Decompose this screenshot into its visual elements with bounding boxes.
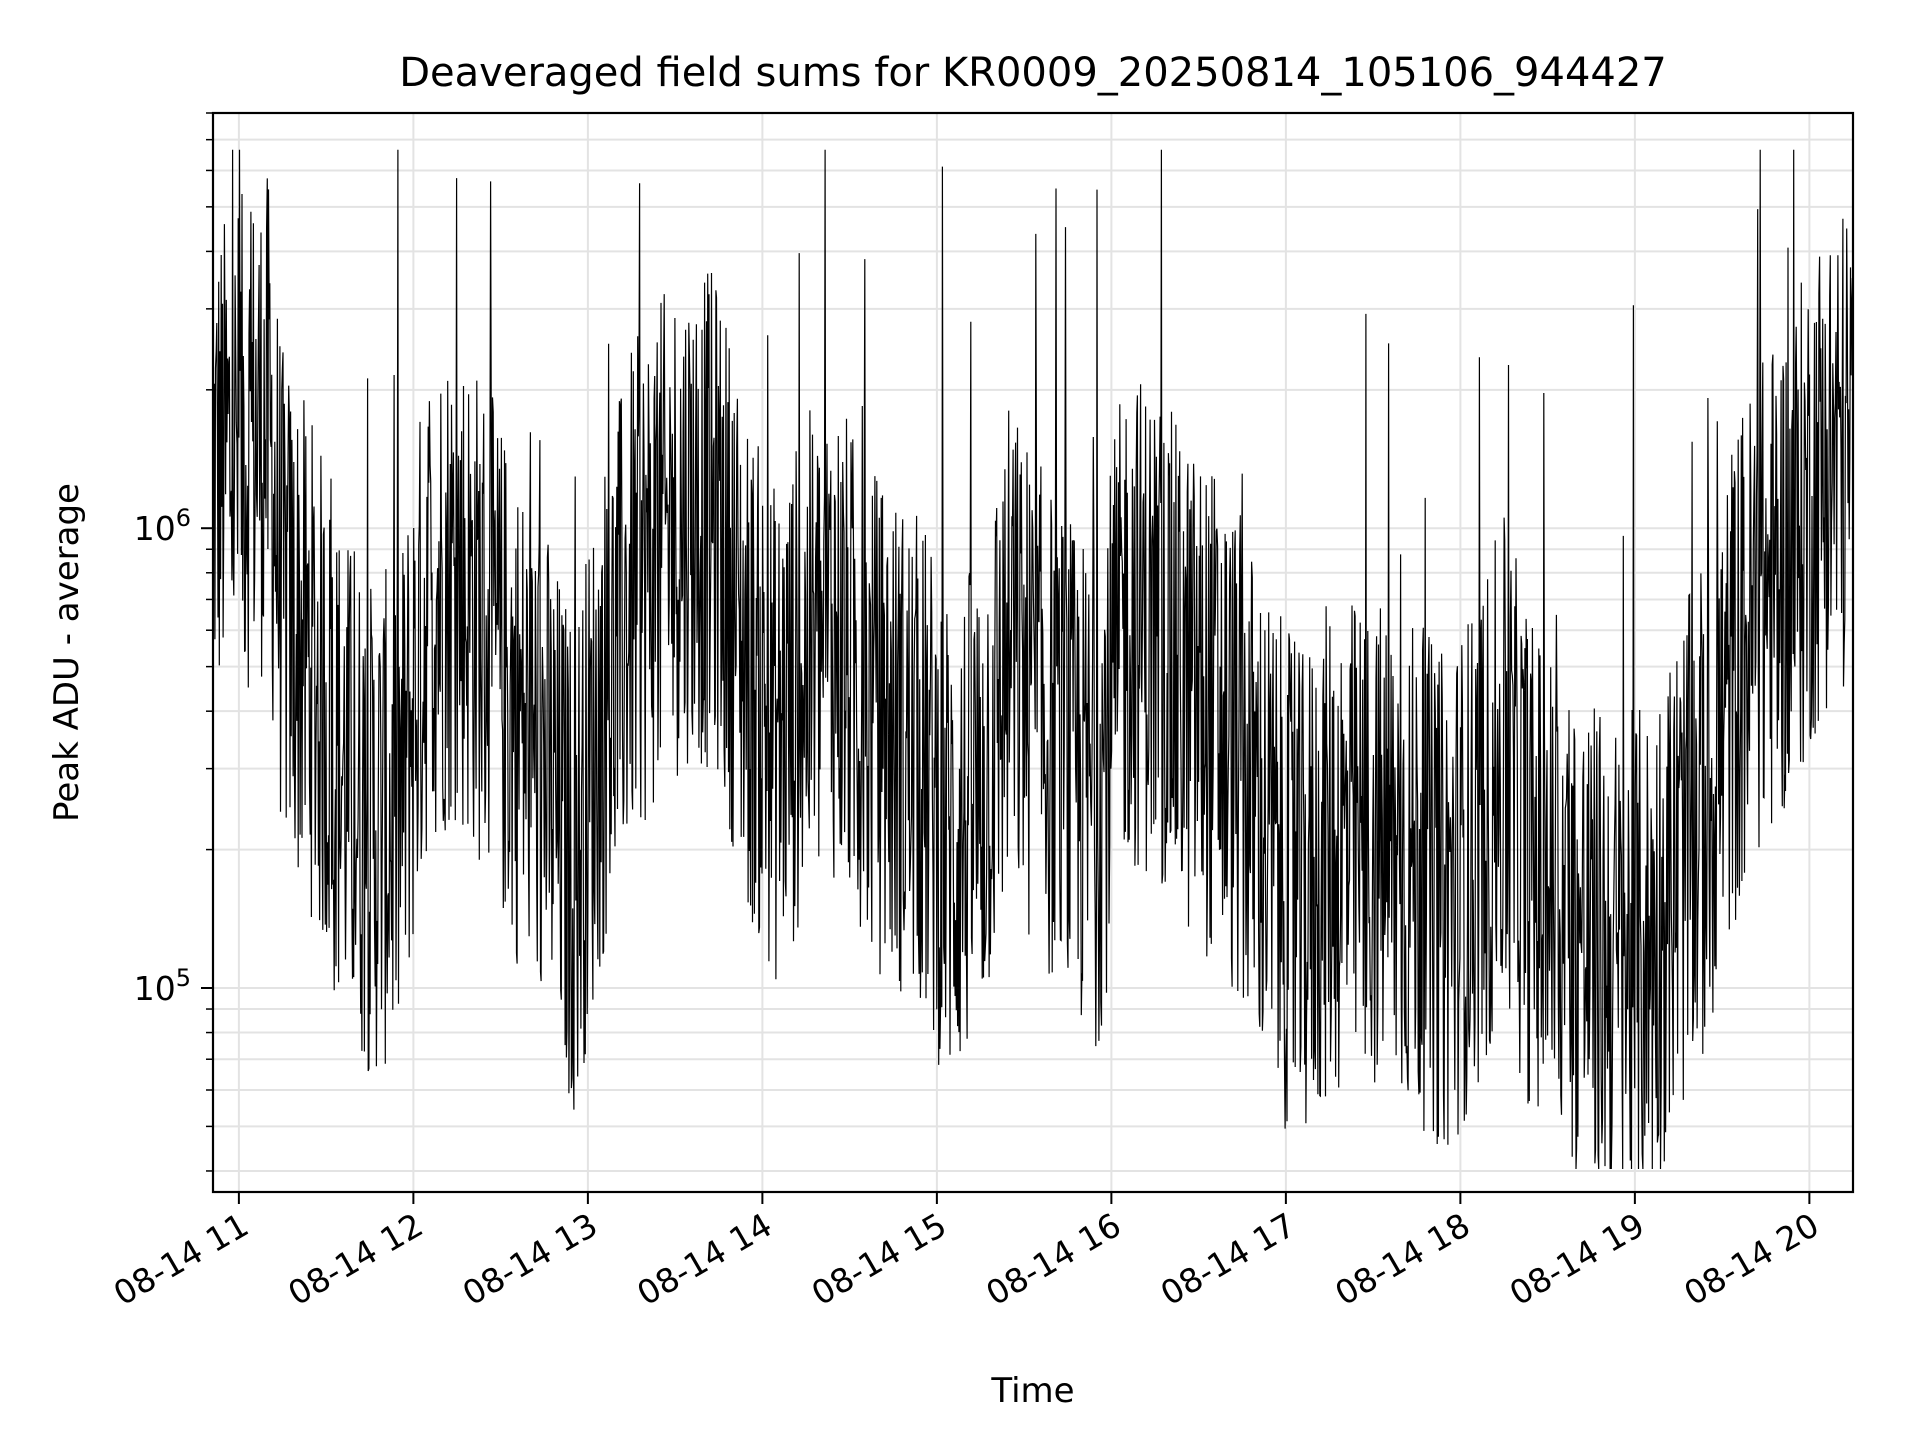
y-axis-label: Peak ADU - average — [47, 483, 87, 822]
x-axis-label: Time — [990, 1371, 1074, 1411]
y-tick-label: 105 — [134, 964, 191, 1008]
series-line — [212, 149, 1854, 1170]
plot-area — [212, 149, 1854, 1170]
y-tick-label: 106 — [134, 504, 191, 548]
y-axis: 105 106 — [134, 112, 213, 1172]
chart-title: Deaveraged field sums for KR0009_2025081… — [399, 50, 1667, 96]
plot-frame — [211, 111, 1855, 1194]
